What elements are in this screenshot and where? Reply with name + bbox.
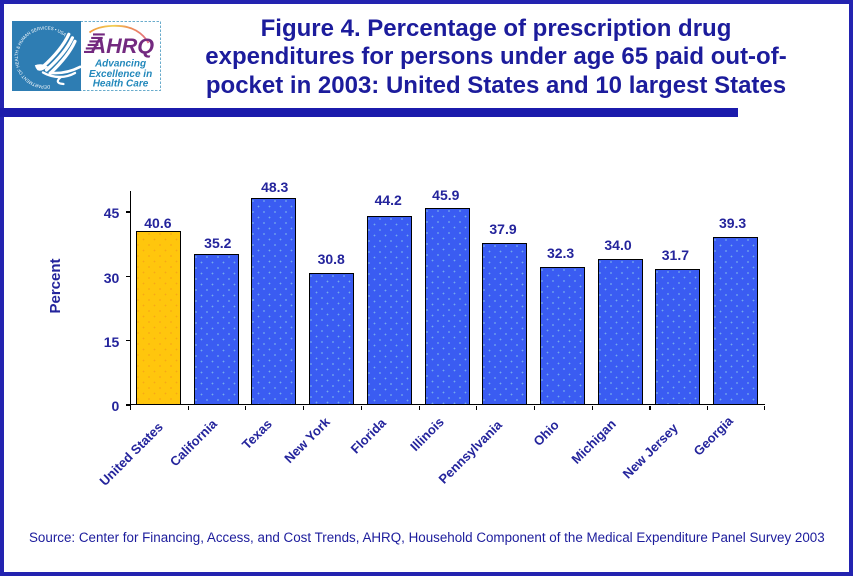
svg-text:Health Care: Health Care bbox=[93, 79, 149, 90]
svg-text:Excellence in: Excellence in bbox=[89, 69, 152, 80]
svg-text:Advancing: Advancing bbox=[94, 59, 146, 70]
svg-text:AHRQ: AHRQ bbox=[90, 33, 155, 58]
